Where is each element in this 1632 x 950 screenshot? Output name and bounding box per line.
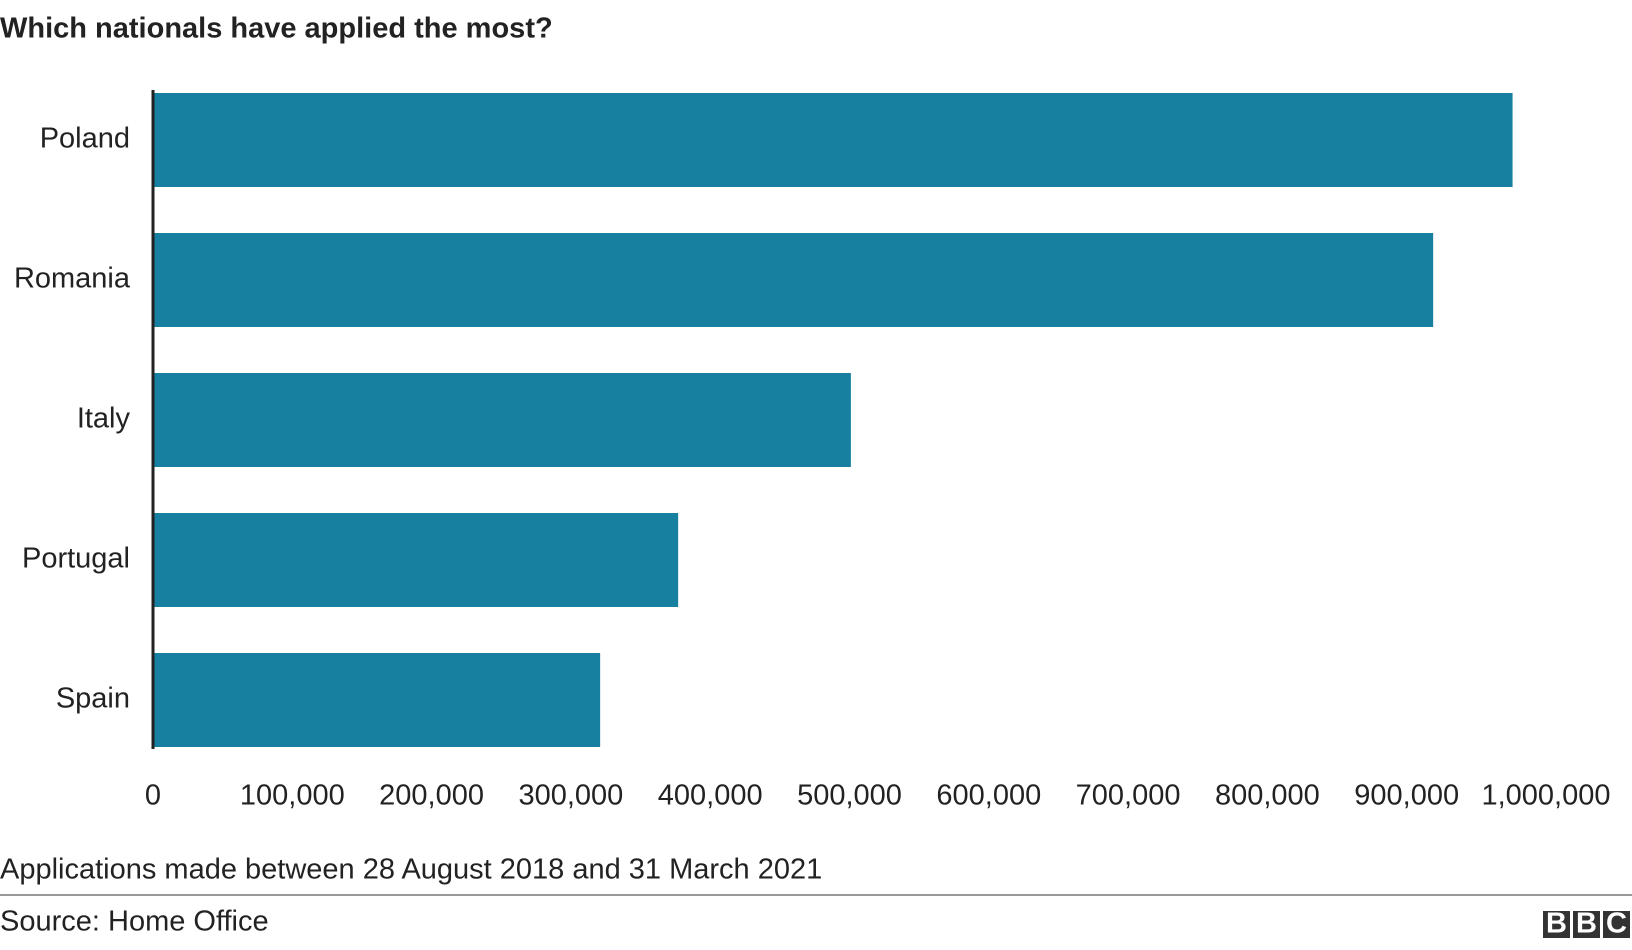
bar [153, 233, 1434, 327]
x-tick-label: 500,000 [797, 780, 902, 812]
x-tick-label: 200,000 [379, 780, 484, 812]
chart-note: Applications made between 28 August 2018… [0, 854, 822, 886]
x-tick-label: 400,000 [658, 780, 763, 812]
source: Source: Home Office [0, 906, 269, 938]
x-tick-label: 100,000 [240, 780, 345, 812]
y-tick-label: Poland [40, 123, 130, 155]
logo-box [1573, 911, 1600, 938]
x-tick-label: 600,000 [936, 780, 1041, 812]
y-tick-label: Romania [14, 263, 131, 295]
bar [153, 373, 851, 467]
logo-box [1543, 911, 1570, 938]
x-tick-label: 800,000 [1215, 780, 1320, 812]
bar [153, 513, 679, 607]
logo-letter: B [1576, 908, 1597, 940]
bar [153, 93, 1513, 187]
bar [153, 653, 601, 747]
x-tick-label: 300,000 [518, 780, 623, 812]
logo-letter: B [1546, 908, 1567, 940]
x-tick-label: 0 [145, 780, 161, 812]
x-tick-label: 1,000,000 [1481, 780, 1610, 812]
x-tick-label: 900,000 [1354, 780, 1459, 812]
logo-letter: C [1606, 908, 1627, 940]
y-tick-label: Portugal [22, 543, 130, 575]
y-tick-label: Italy [77, 403, 131, 435]
chart-title: Which nationals have applied the most? [0, 13, 553, 45]
y-tick-label: Spain [56, 683, 130, 715]
logo-box [1603, 911, 1630, 938]
x-tick-label: 700,000 [1076, 780, 1181, 812]
